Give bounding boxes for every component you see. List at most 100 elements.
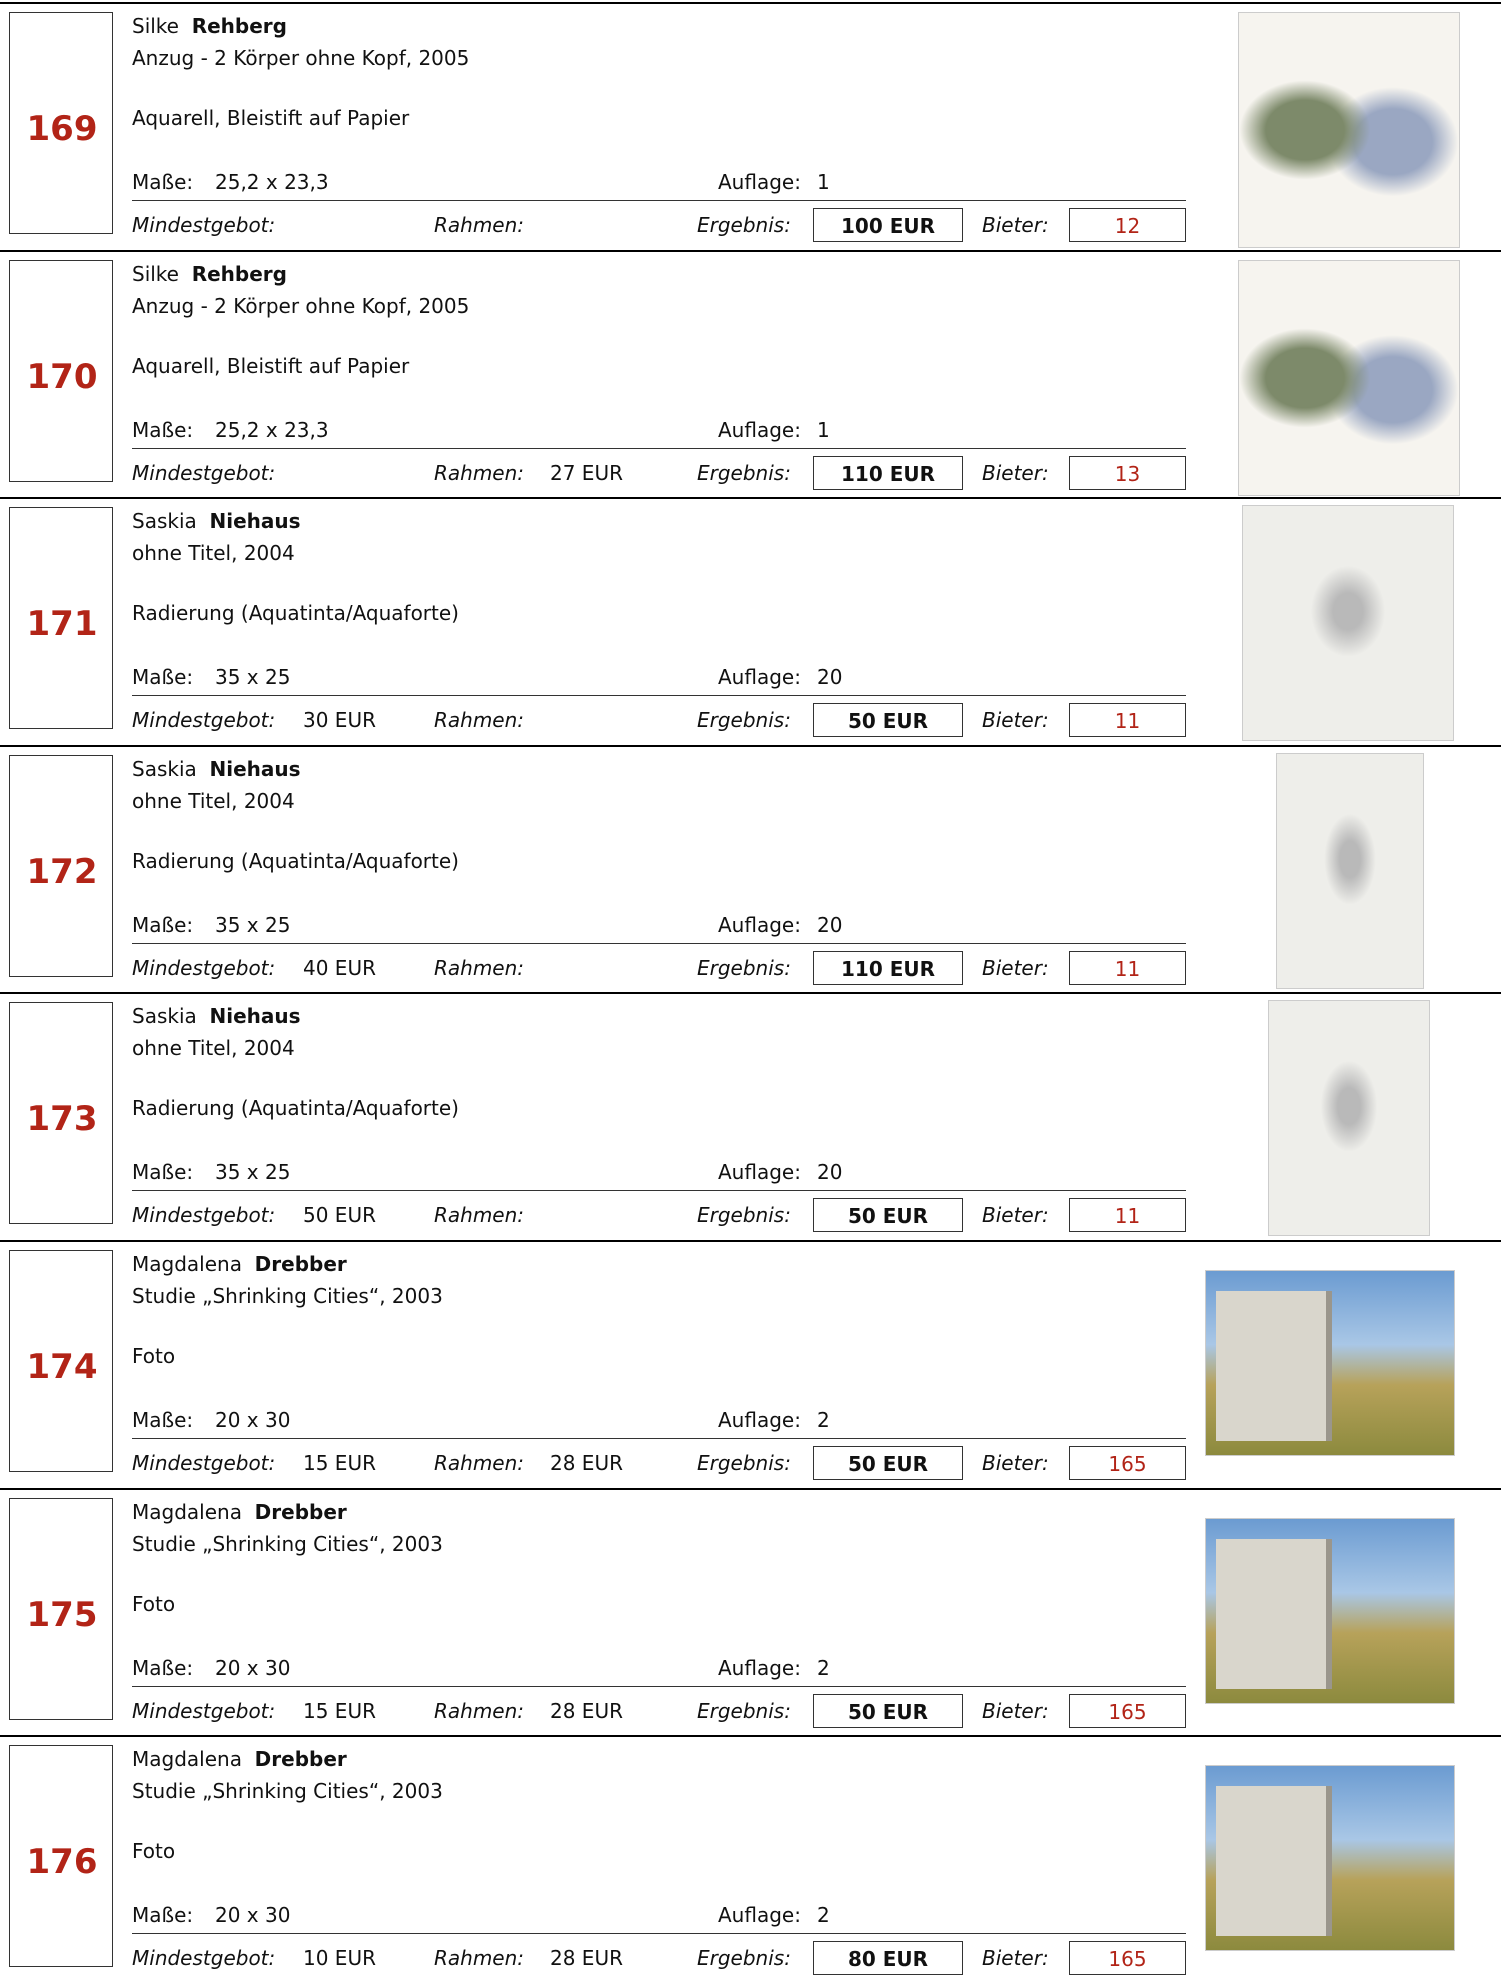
artist: Silke Rehberg (132, 14, 287, 38)
min-bid: 40 EUR (303, 955, 376, 980)
title: Studie „Shrinking Cities“, 2003 (132, 1779, 443, 1804)
min-bid-label: Mindestgebot: (132, 708, 276, 733)
artist: Magdalena Drebber (132, 1252, 347, 1276)
lot-number: 170 (26, 356, 98, 397)
lot-row: 170 Silke Rehberg Anzug - 2 Körper ohne Ko… (0, 249, 1501, 497)
result: 100 EUR (813, 208, 963, 242)
bidder: 12 (1069, 208, 1186, 242)
frame-price: 28 EUR (550, 1451, 623, 1475)
result: 50 EUR (813, 703, 963, 738)
min-bid-label: Mindestgebot: (132, 1203, 276, 1228)
lot-row: 175 Magdalena Drebber Studie „Shrinking Ci… (0, 1487, 1501, 1735)
building (1216, 1538, 1332, 1689)
min-bid: 10 EUR (303, 1946, 376, 1971)
lot-number: 172 (26, 851, 98, 892)
edition-label: Auflage: (718, 912, 801, 937)
title: Studie „Shrinking Cities“, 2003 (132, 1284, 443, 1308)
technique: Aquarell, Bleistift auf Papier (132, 106, 410, 130)
separator (132, 1933, 1186, 1935)
bidder-label: Bieter: (982, 708, 1049, 733)
lot-row: 172 Saskia Niehaus ohne Titel, 2004 Radieru… (0, 744, 1501, 992)
artist: Saskia Niehaus (132, 509, 301, 533)
lot-number-box: 171 (9, 507, 113, 730)
min-bid-label: Mindestgebot: (132, 955, 276, 980)
first-name: Silke (132, 261, 179, 286)
min-bid: 50 EUR (303, 1203, 376, 1228)
frame-label: Rahmen: (434, 460, 525, 485)
separator (132, 1685, 1186, 1687)
result: 110 EUR (813, 950, 963, 985)
dimensions-label: Maße: (132, 170, 194, 194)
technique: Radierung (Aquatinta/Aquaforte) (132, 1096, 459, 1121)
lot-row: 174 Magdalena Drebber Studie „Shrinking Ci… (0, 1240, 1501, 1487)
result-label: Ergebnis: (697, 213, 791, 237)
frame-label: Rahmen: (434, 1946, 525, 1971)
result: 50 EUR (813, 1693, 963, 1728)
bidder: 11 (1069, 703, 1186, 738)
title: ohne Titel, 2004 (132, 788, 295, 813)
bidder-label: Bieter: (982, 1698, 1049, 1723)
bidder-label: Bieter: (982, 213, 1049, 237)
last-name: Niehaus (209, 756, 301, 781)
min-bid-label: Mindestgebot: (132, 460, 276, 485)
title: Anzug - 2 Körper ohne Kopf, 2005 (132, 293, 470, 318)
lot-number-box: 170 (9, 259, 113, 482)
lot-number-box: 174 (9, 1250, 113, 1472)
lot-number: 176 (26, 1842, 98, 1883)
technique: Radierung (Aquatinta/Aquaforte) (132, 848, 459, 873)
result: 50 EUR (813, 1446, 963, 1480)
frame-label: Rahmen: (434, 1203, 525, 1228)
min-bid-label: Mindestgebot: (132, 1698, 276, 1723)
edition-label: Auflage: (718, 1655, 801, 1680)
result-label: Ergebnis: (697, 460, 791, 485)
min-bid-label: Mindestgebot: (132, 213, 276, 237)
lot-number: 171 (26, 604, 98, 645)
bidder-label: Bieter: (982, 1451, 1049, 1475)
result-label: Ergebnis: (697, 1451, 791, 1475)
first-name: Saskia (132, 1004, 197, 1029)
technique: Foto (132, 1591, 176, 1616)
bidder-label: Bieter: (982, 460, 1049, 485)
lot-row: 173 Saskia Niehaus ohne Titel, 2004 Radieru… (0, 992, 1501, 1239)
building (1216, 1786, 1332, 1937)
frame-label: Rahmen: (434, 1451, 525, 1475)
lot-row: 176 Magdalena Drebber Studie „Shrinking Ci… (0, 1735, 1501, 1982)
edition: 1 (817, 417, 830, 442)
lot-number: 175 (26, 1594, 98, 1635)
artwork-image (1238, 12, 1460, 248)
last-name: Drebber (254, 1747, 347, 1772)
dimensions: 35 x 25 (215, 665, 291, 690)
dimensions: 25,2 x 23,3 (215, 170, 329, 194)
bidder: 165 (1069, 1941, 1186, 1976)
result: 50 EUR (813, 1198, 963, 1233)
result: 80 EUR (813, 1941, 963, 1976)
dimensions: 35 x 25 (215, 1160, 291, 1185)
artwork-photo (1205, 1765, 1455, 1952)
bidder-label: Bieter: (982, 955, 1049, 980)
artwork-image (1238, 259, 1460, 496)
last-name: Rehberg (191, 14, 287, 38)
result-label: Ergebnis: (697, 708, 791, 733)
edition-label: Auflage: (718, 1160, 801, 1185)
separator (132, 1190, 1186, 1192)
dimensions-label: Maße: (132, 1160, 194, 1185)
edition-label: Auflage: (718, 417, 801, 442)
dimensions-label: Maße: (132, 1655, 194, 1680)
artist: Saskia Niehaus (132, 757, 301, 781)
first-name: Magdalena (132, 1499, 242, 1524)
edition: 2 (817, 1408, 830, 1432)
result-label: Ergebnis: (697, 955, 791, 980)
lot-number: 173 (26, 1099, 98, 1140)
building (1216, 1291, 1332, 1441)
edition: 20 (817, 665, 843, 690)
min-bid: 15 EUR (303, 1698, 376, 1723)
first-name: Magdalena (132, 1747, 242, 1772)
edition: 20 (817, 1160, 843, 1185)
technique: Foto (132, 1344, 176, 1368)
last-name: Drebber (254, 1252, 347, 1276)
edition-label: Auflage: (718, 1903, 801, 1928)
bidder: 165 (1069, 1446, 1186, 1480)
dimensions-label: Maße: (132, 1903, 194, 1928)
min-bid: 30 EUR (303, 708, 376, 733)
